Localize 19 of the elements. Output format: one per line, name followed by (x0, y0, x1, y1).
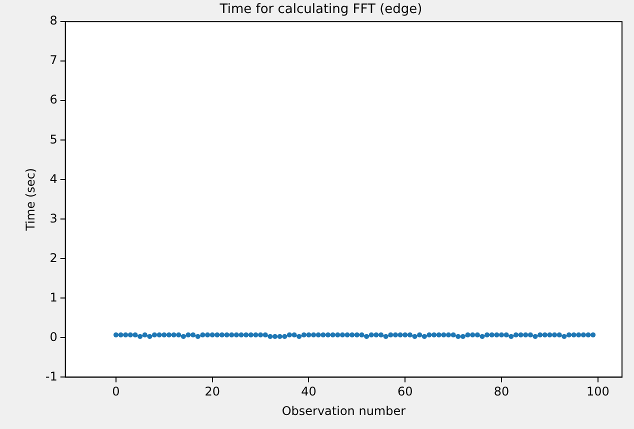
y-tick-label: 7 (50, 53, 58, 68)
y-tick-label: 1 (50, 290, 58, 304)
y-tick-label: -1 (45, 369, 58, 384)
y-tick-label: 4 (50, 172, 58, 186)
x-tick-label: 60 (397, 384, 413, 399)
x-axis-title: Observation number (282, 404, 406, 418)
y-tick-label: 3 (50, 211, 58, 226)
y-tick-label: 6 (50, 92, 58, 107)
y-tick-label: 2 (50, 250, 58, 265)
x-tick-label: 100 (586, 384, 610, 399)
y-tick-label: 8 (50, 14, 58, 28)
y-axis-title: Time (sec) (23, 168, 38, 232)
x-tick-label: 40 (301, 384, 316, 399)
x-tick-label: 20 (204, 384, 220, 399)
y-tick-label: 0 (50, 330, 58, 344)
x-tick-label: 0 (112, 384, 120, 399)
chart-title: Time for calculating FFT (edge) (218, 2, 422, 18)
y-tick-label: 5 (50, 132, 58, 146)
x-tick-label: 80 (494, 384, 510, 399)
